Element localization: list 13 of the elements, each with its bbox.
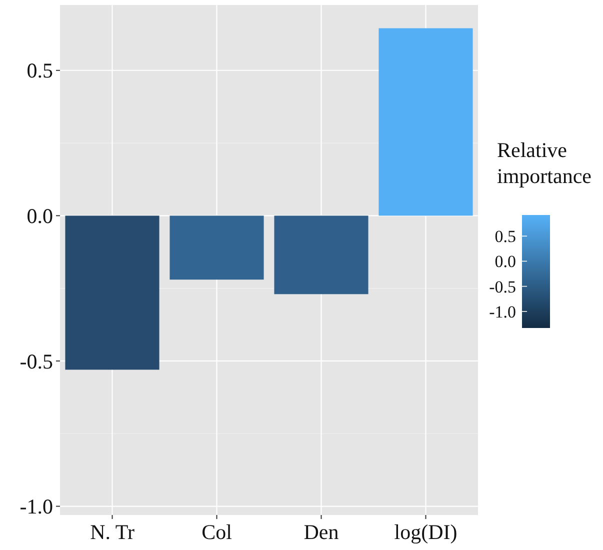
y-tick-label: -0.5 — [20, 349, 53, 374]
y-tick-label: -1.0 — [20, 494, 53, 519]
color-bar-label: 0.5 — [494, 227, 516, 246]
x-tick-label: Den — [304, 520, 340, 544]
y-tick-label: 0.0 — [26, 204, 53, 228]
x-tick-label: log(DI) — [394, 520, 458, 544]
x-tick-label: Col — [202, 520, 232, 544]
color-bar-label: -0.5 — [489, 277, 516, 296]
x-tick-label: N. Tr — [90, 520, 134, 544]
color-bar-label: -1.0 — [489, 302, 516, 322]
y-tick-label: 0.5 — [26, 58, 53, 83]
color-bar-title: Relative importance — [497, 138, 592, 188]
color-bar-label: 0.0 — [494, 252, 516, 272]
